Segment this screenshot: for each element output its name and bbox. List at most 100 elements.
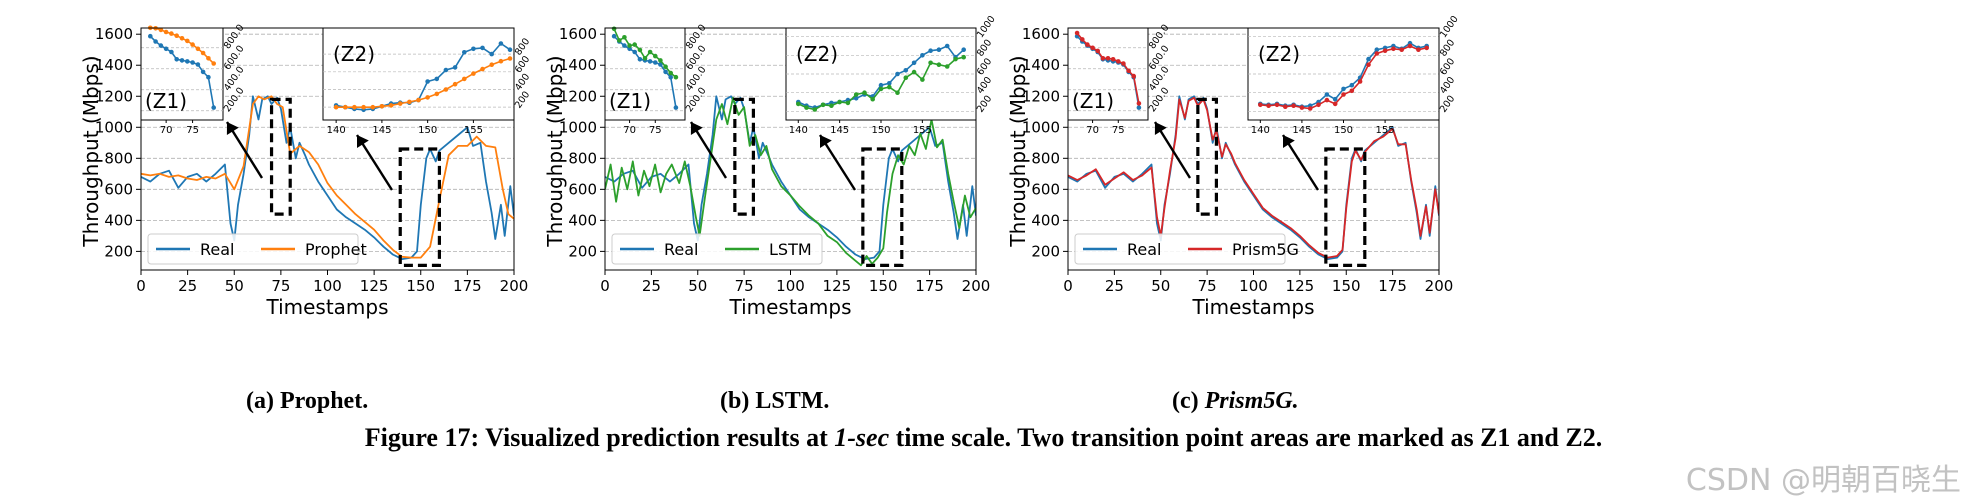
inset-marker	[1407, 43, 1413, 49]
subcaption-b: (b) LSTM.	[720, 388, 829, 415]
inset-marker	[206, 56, 211, 61]
inset-marker	[1324, 92, 1330, 97]
subcaption-c-letter: (c)	[1172, 388, 1199, 414]
inset-marker	[370, 104, 376, 110]
zoom-arrowhead	[226, 122, 239, 136]
inset-marker	[1382, 48, 1388, 53]
inset-marker	[397, 101, 403, 106]
inset-marker	[1105, 56, 1111, 61]
inset-marker	[174, 33, 179, 38]
inset-marker	[647, 49, 653, 55]
inset-marker	[462, 50, 467, 55]
legend-label-prophet: Prophet	[305, 240, 367, 259]
inset-marker	[961, 54, 966, 60]
inset-x-tick-label: 150	[1334, 125, 1353, 136]
inset-marker	[1416, 47, 1421, 52]
inset-marker	[853, 96, 859, 101]
inset-marker	[1366, 56, 1371, 62]
inset-marker	[185, 38, 190, 44]
x-tick-label: 75	[271, 277, 290, 295]
inset-x-tick-label: 70	[623, 125, 636, 136]
inset-marker	[1095, 48, 1100, 54]
inset-marker	[1080, 37, 1085, 42]
inset-marker	[944, 43, 950, 49]
series-line-lstm	[605, 96, 976, 267]
inset-marker	[195, 62, 201, 67]
inset-marker	[632, 49, 637, 55]
x-tick-label: 50	[688, 277, 707, 295]
subcaption-b-letter: (b)	[720, 388, 750, 414]
inset-marker	[668, 70, 673, 76]
y-tick-label: 1400	[559, 56, 597, 74]
subcaption-c-name: Prism5G.	[1204, 388, 1299, 414]
inset-marker	[425, 79, 430, 84]
inset-marker	[489, 62, 495, 67]
y-tick-label: 1600	[559, 25, 597, 43]
inset-x-tick-label: 155	[1376, 125, 1395, 136]
inset-y-tick-label: 200	[513, 89, 532, 110]
caption-suffix: time scale. Two transition point areas a…	[889, 423, 1603, 452]
inset-marker	[911, 60, 917, 66]
x-axis-label: Timestamps	[1191, 295, 1314, 319]
inset-marker	[416, 97, 421, 103]
inset-marker	[673, 74, 679, 80]
inset-y-tick-label: 600	[1438, 56, 1457, 77]
inset-marker	[195, 46, 201, 52]
y-axis-label: Throughput (Mbps)	[79, 55, 103, 247]
y-tick-label: 200	[104, 242, 133, 260]
inset-marker	[1349, 82, 1355, 88]
inset-marker	[1136, 105, 1142, 110]
zoom-arrowhead	[1283, 135, 1295, 149]
x-tick-label: 125	[823, 277, 852, 295]
inset-marker	[820, 102, 826, 108]
inset-marker	[1324, 97, 1330, 103]
inset-marker	[903, 68, 909, 73]
inset-x-tick-label: 75	[649, 125, 662, 136]
y-tick-label: 600	[1031, 180, 1060, 198]
inset-marker	[471, 71, 476, 76]
inset-y-tick-label: 600	[513, 54, 532, 75]
x-tick-label: 0	[600, 277, 610, 295]
inset-x-tick-label: 70	[1086, 125, 1099, 136]
inset-marker	[361, 104, 366, 110]
inset-marker	[480, 66, 485, 72]
inset-marker	[333, 104, 339, 110]
inset-y-tick-label: 1000	[975, 14, 998, 40]
inset-marker	[1090, 45, 1095, 51]
inset-marker	[1291, 103, 1296, 108]
y-tick-label: 400	[1031, 211, 1060, 229]
y-tick-label: 1400	[1022, 56, 1060, 74]
inset-x-tick-label: 75	[1112, 125, 1125, 136]
inset-marker	[1126, 68, 1131, 74]
inset-marker	[507, 56, 513, 61]
inset-marker	[211, 105, 216, 110]
inset-marker	[1283, 104, 1288, 109]
inset-marker	[622, 35, 627, 40]
inset-marker	[1266, 103, 1271, 108]
subcaption-a: (a) Prophet.	[246, 388, 368, 415]
inset-x-tick-label: 140	[789, 125, 808, 136]
zoom-arrowhead	[690, 122, 703, 136]
inset-marker	[498, 58, 504, 64]
inset-x-tick-label: 140	[1251, 125, 1270, 136]
inset-marker	[627, 46, 632, 52]
inset-marker	[862, 90, 867, 95]
inset-marker	[653, 53, 658, 59]
x-tick-label: 100	[776, 277, 805, 295]
legend-label-real: Real	[1127, 240, 1162, 259]
inset-label: (Z2)	[1258, 42, 1300, 66]
inset-marker	[870, 96, 875, 102]
subcaption-b-name: LSTM.	[755, 388, 830, 414]
y-tick-label: 800	[104, 149, 133, 167]
x-tick-label: 0	[136, 277, 146, 295]
inset-label: (Z1)	[609, 89, 651, 113]
inset-marker	[637, 47, 643, 53]
inset-marker	[443, 87, 449, 92]
inset-marker	[489, 51, 495, 57]
inset-marker	[1258, 102, 1263, 108]
